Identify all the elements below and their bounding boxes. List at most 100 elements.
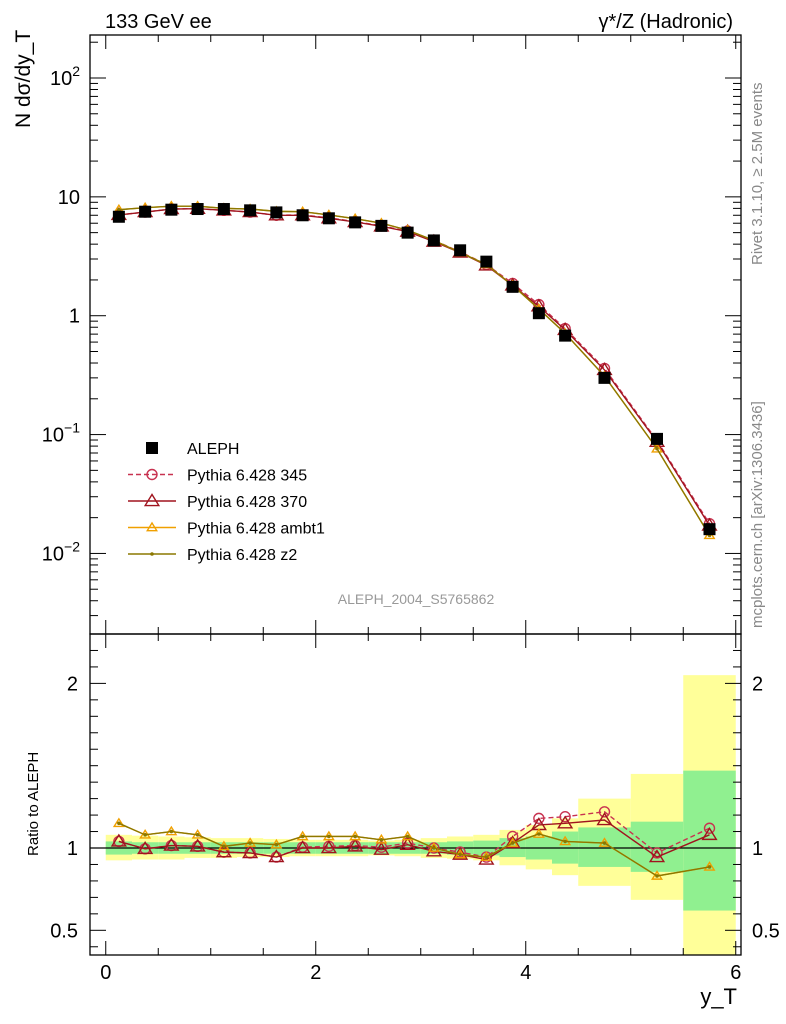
legend: ALEPH Pythia 6.428 345 Pythia 6.428 370 Pyt…: [128, 441, 325, 564]
legend-marker: [143, 493, 161, 507]
ratio-data-point: [300, 834, 305, 839]
ratio-data-point: [163, 837, 180, 851]
ratio-data-point: [458, 852, 462, 857]
main-y-tick-label: 10−1: [42, 420, 80, 447]
legend-label: Pythia 6.428 345: [187, 468, 307, 485]
ratio-data-point: [598, 806, 611, 818]
legend-label: Pythia 6.428 370: [187, 494, 307, 511]
main-data-point: [112, 210, 125, 223]
main-series-line: [118, 205, 711, 536]
main-data-point: [651, 432, 663, 445]
ratio-data-point: [327, 834, 331, 839]
ratio-data-point: [537, 832, 541, 836]
ratio-uncertainty-bands: [105, 675, 736, 955]
ratio-data-point: [242, 845, 259, 859]
main-series-3: [117, 204, 712, 538]
ratio-data-point: [648, 849, 666, 863]
ratio-data-point: [655, 874, 659, 878]
main-data-point: [559, 329, 572, 342]
ratio-data-point: [559, 811, 571, 823]
main-data-point: [117, 207, 121, 212]
ratio-data-point: [532, 828, 545, 838]
ratio-y-tick-label-right: 0.5: [752, 920, 780, 942]
main-ylabel: N dσ/dy_T: [12, 30, 35, 128]
stat-band-bin: [578, 827, 631, 867]
legend-entry: Pythia 6.428 345: [128, 468, 307, 485]
ratio-data-point: [510, 841, 515, 845]
main-data-point: [655, 446, 659, 451]
ratio-data-point: [110, 833, 127, 847]
ratio-data-point: [379, 837, 384, 842]
main-data-point: [191, 203, 204, 216]
main-data-point: [401, 226, 414, 239]
ratio-data-point: [244, 837, 257, 847]
ratio-data-point: [195, 833, 200, 837]
main-data-point: [244, 204, 257, 217]
x-tick-label: 6: [730, 962, 741, 984]
legend-entry: Pythia 6.428 ambt1: [128, 521, 325, 538]
ratio-data-point: [347, 838, 364, 852]
ratio-data-point: [703, 861, 716, 871]
legend-label: Pythia 6.428 ambt1: [187, 521, 325, 538]
ratio-series-group: [110, 806, 718, 880]
main-data-point: [703, 523, 716, 536]
ratio-ylabel: Ratio to ALEPH: [25, 752, 42, 856]
main-data-point: [322, 212, 335, 225]
ratio-data-point: [112, 817, 125, 828]
ratio-y-tick-label-right: 1: [752, 838, 763, 860]
ratio-y-tick-label-left: 1: [67, 838, 78, 860]
main-data-point: [349, 216, 362, 229]
main-data-point: [480, 255, 493, 268]
ratio-data-point: [294, 840, 311, 854]
rivet-label: Rivet 3.1.10, ≥ 2.5M events: [749, 83, 766, 266]
main-data-point: [139, 205, 152, 218]
main-y-tick-label: 1: [69, 306, 80, 328]
ratio-data-point: [484, 855, 489, 859]
ratio-data-point: [701, 826, 718, 841]
ratio-data-point: [222, 844, 226, 849]
legend-marker: [146, 442, 158, 454]
main-data-point: [165, 203, 178, 216]
ratio-data-point: [248, 841, 252, 845]
main-data-point: [270, 206, 283, 219]
main-data-point: [532, 307, 545, 320]
legend-marker: [146, 468, 158, 481]
ratio-y-tick-label-right: 2: [752, 673, 763, 695]
x-axis-label: y_T: [700, 984, 737, 1009]
ratio-data-point: [143, 833, 147, 837]
ratio-data-point: [165, 825, 178, 836]
main-data-point: [296, 209, 309, 222]
ratio-data-point: [215, 844, 232, 858]
ratio-data-point: [117, 821, 121, 826]
ratio-data-point: [399, 836, 416, 850]
ratio-data-point: [320, 840, 337, 854]
main-y-tick-label: 10: [58, 187, 80, 209]
legend-entry: Pythia 6.428 370: [128, 493, 307, 511]
ratio-data-point: [401, 830, 414, 841]
ratio-data-point: [557, 815, 574, 829]
ratio-data-point: [373, 841, 390, 855]
legend-label: Pythia 6.428 z2: [187, 547, 297, 564]
main-data-point: [217, 203, 230, 216]
stat-band-bin: [683, 770, 736, 911]
ratio-data-point: [274, 842, 279, 847]
ratio-y-tick-label-left: 0.5: [50, 920, 78, 942]
ratio-series-1: [110, 812, 718, 865]
legend-marker: [150, 552, 154, 556]
main-data-point: [454, 244, 467, 257]
main-data-point: [651, 442, 663, 453]
main-series-line: [118, 205, 711, 536]
x-tick-label: 4: [520, 962, 531, 984]
main-frame: [89, 34, 742, 635]
header-left-label: 133 GeV ee: [105, 11, 212, 33]
mcplots-label: mcplots.cern.ch [arXiv:1306.3436]: [749, 401, 766, 628]
stat-band-bin: [630, 821, 684, 872]
ratio-data-point: [602, 841, 607, 845]
x-tick-label: 2: [310, 962, 321, 984]
legend-entry: ALEPH: [146, 441, 239, 458]
main-y-tick-label: 10−2: [42, 538, 80, 565]
main-data-point: [598, 371, 611, 384]
ratio-data-point: [169, 829, 174, 834]
main-y-tick-label: 102: [50, 63, 80, 90]
